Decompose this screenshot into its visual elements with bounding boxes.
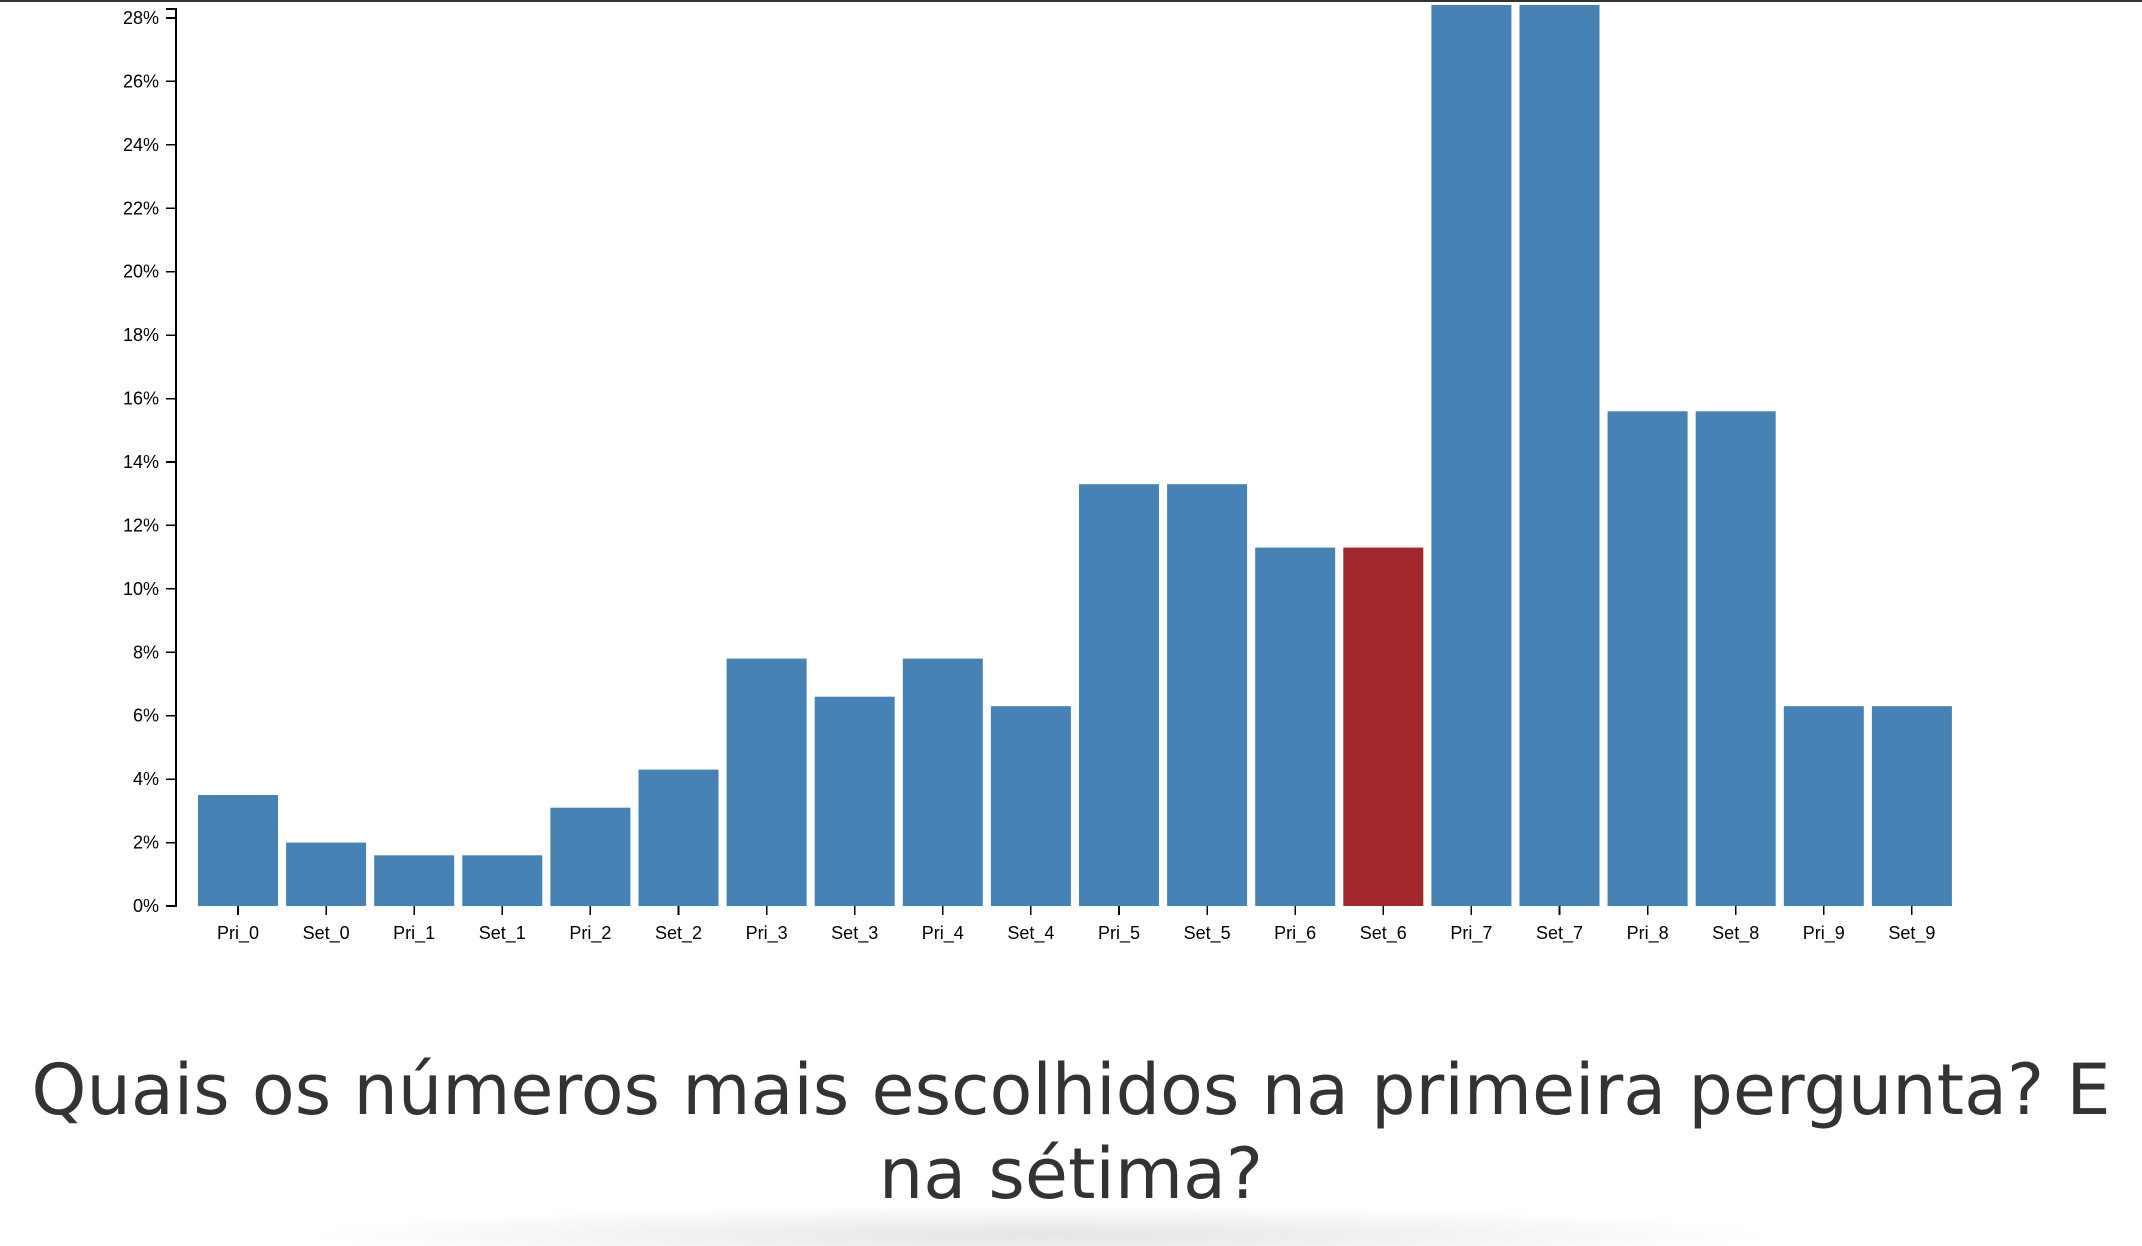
x-tick-label: Pri_0 <box>217 923 259 944</box>
y-tick-label: 20% <box>123 262 159 282</box>
bar-set-6 <box>1343 547 1424 906</box>
bar-pri-3 <box>726 658 807 906</box>
bar-set-7 <box>1519 5 1600 906</box>
bottom-shadow <box>300 1205 1780 1246</box>
x-tick-label: Set_4 <box>1007 923 1054 944</box>
y-tick-label: 12% <box>123 515 159 535</box>
x-tick-label: Pri_5 <box>1098 923 1140 944</box>
bar-pri-9 <box>1783 706 1864 906</box>
y-tick-label: 2% <box>133 833 159 853</box>
y-tick-label: 16% <box>123 389 159 409</box>
y-tick-label: 22% <box>123 198 159 218</box>
bar-pri-7 <box>1431 5 1512 906</box>
bar-set-4 <box>990 706 1071 906</box>
x-tick-label: Set_0 <box>303 923 350 944</box>
y-tick-label: 26% <box>123 71 159 91</box>
x-tick-label: Pri_4 <box>922 923 964 944</box>
page-title: Quais os números mais escolhidos na prim… <box>31 1049 2111 1215</box>
bar-pri-4 <box>902 658 983 906</box>
x-tick-label: Pri_9 <box>1803 923 1845 944</box>
y-tick-label: 6% <box>133 706 159 726</box>
x-tick-label: Set_6 <box>1360 923 1407 944</box>
bar-pri-6 <box>1255 547 1336 906</box>
y-tick-label: 0% <box>133 896 159 916</box>
bar-pri-1 <box>374 855 455 906</box>
bar-pri-8 <box>1607 411 1688 906</box>
x-tick-label: Set_3 <box>831 923 878 944</box>
bar-pri-5 <box>1079 484 1159 906</box>
x-tick-label: Pri_1 <box>393 923 435 944</box>
y-axis-line <box>166 8 177 907</box>
y-tick-label: 14% <box>123 452 159 472</box>
x-tick-label: Set_8 <box>1712 923 1759 944</box>
bar-pri-0 <box>198 795 278 906</box>
y-tick-label: 10% <box>123 579 159 599</box>
y-tick-label: 28% <box>123 8 159 28</box>
x-tick-label: Pri_2 <box>569 923 611 944</box>
x-tick-label: Set_1 <box>479 923 526 944</box>
top-rule <box>0 0 2142 2</box>
bar-chart: 0% 2% 4% 6% 8% 10% 12% 14% 16% 18% 20% 22% 24% 26% 28%… <box>123 5 1952 944</box>
x-tick-label: Pri_8 <box>1627 923 1669 944</box>
y-tick-label: 24% <box>123 135 159 155</box>
x-tick-label: Pri_7 <box>1450 923 1492 944</box>
bar-set-1 <box>462 855 543 906</box>
y-axis: 0% 2% 4% 6% 8% 10% 12% 14% 16% 18% 20% 22% 24% 26% 28% <box>123 8 177 916</box>
bar-set-3 <box>814 696 895 906</box>
bars-layer <box>198 5 1952 906</box>
x-tick-label: Pri_3 <box>746 923 788 944</box>
x-tick-label: Set_9 <box>1888 923 1935 944</box>
bar-set-2 <box>638 769 719 906</box>
y-tick-label: 18% <box>123 325 159 345</box>
bar-set-0 <box>286 842 367 906</box>
x-tick-label: Set_2 <box>655 923 702 944</box>
x-tick-label: Set_7 <box>1536 923 1583 944</box>
x-axis: Pri_0 Set_0 Pri_1 Set_1 Pri_2 Set_2 Pri_3 Set_3… <box>217 906 1935 944</box>
bar-set-9 <box>1871 706 1952 906</box>
x-tick-label: Pri_6 <box>1274 923 1316 944</box>
bar-set-8 <box>1695 411 1776 906</box>
bar-pri-2 <box>550 807 631 906</box>
x-tick-label: Set_5 <box>1184 923 1231 944</box>
y-tick-label: 4% <box>133 769 159 789</box>
y-tick-label: 8% <box>133 642 159 662</box>
bar-set-5 <box>1167 484 1248 906</box>
